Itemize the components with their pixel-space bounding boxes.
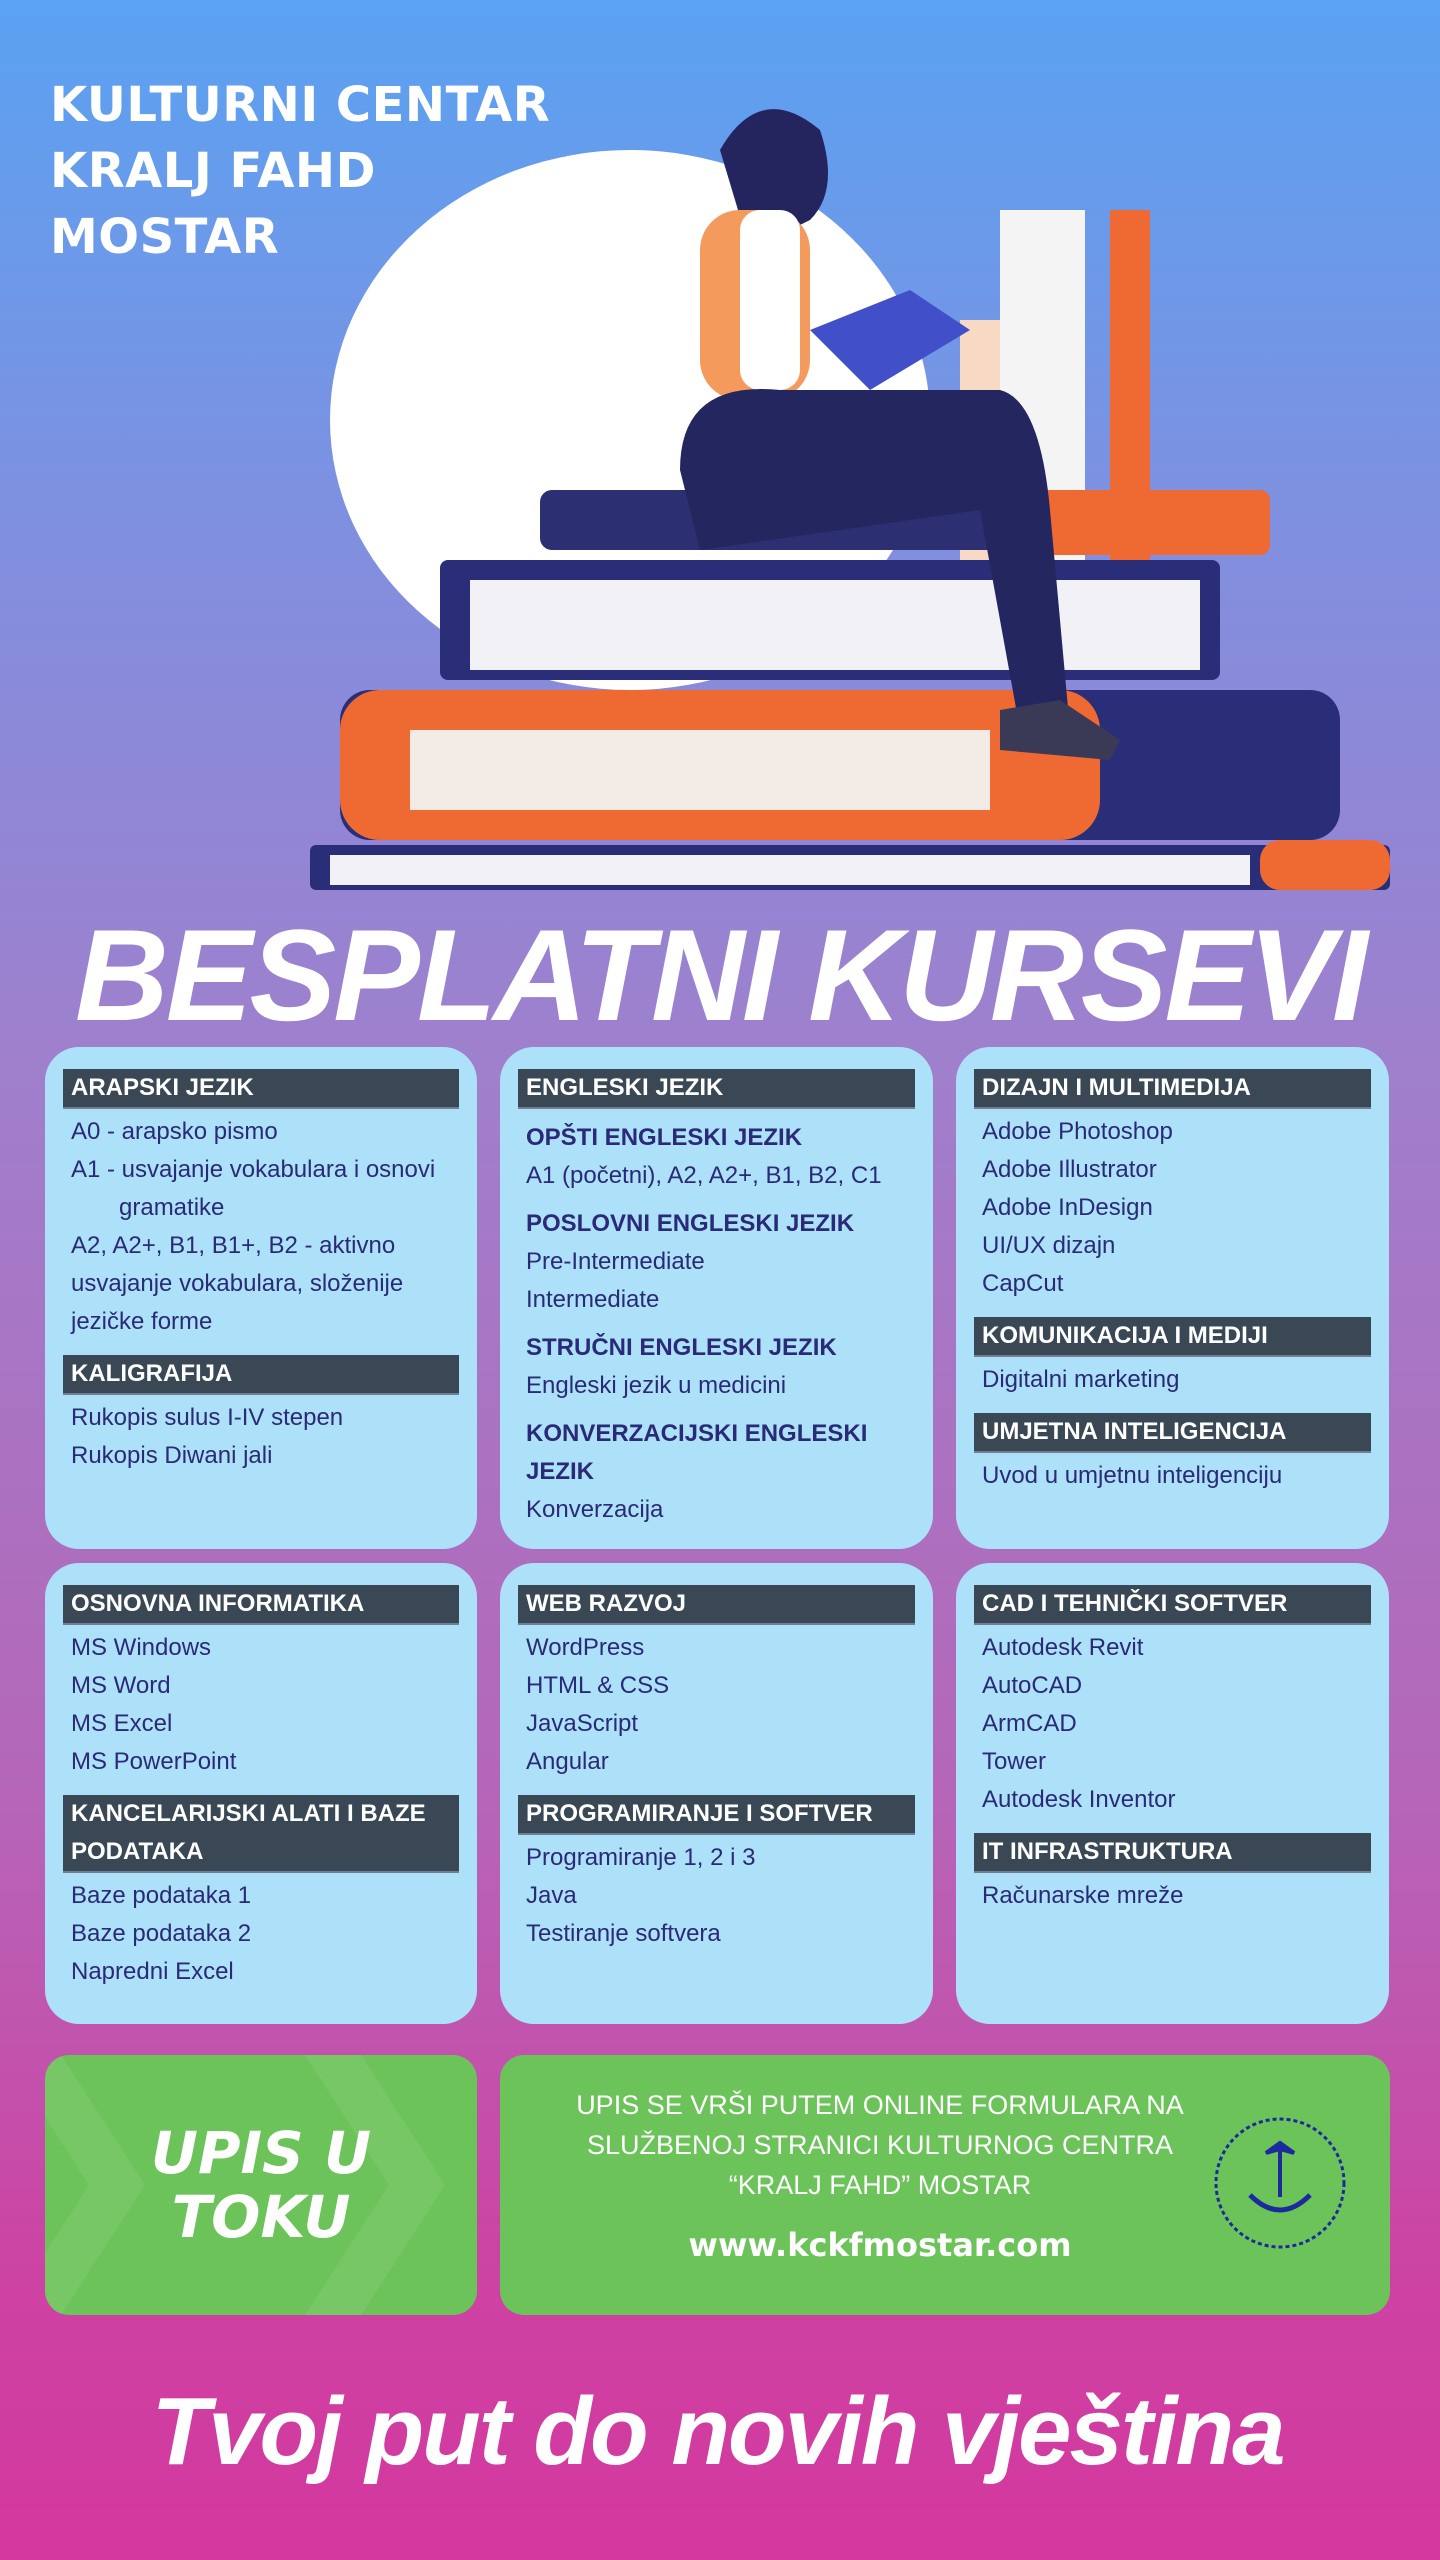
section-header: DIZAJN I MULTIMEDIJA: [974, 1069, 1371, 1109]
course-item[interactable]: Autodesk Inventor: [982, 1786, 1176, 1813]
course-item[interactable]: Java: [526, 1882, 577, 1909]
course-item[interactable]: Rukopis Diwani jali: [71, 1442, 273, 1469]
course-cards-grid: ARAPSKI JEZIK A0 - arapsko pismo A1 - usva…: [45, 1047, 1390, 2024]
course-card: DIZAJN I MULTIMEDIJA Adobe Photoshop Adobe…: [956, 1047, 1389, 1549]
course-item[interactable]: Adobe Photoshop: [982, 1118, 1173, 1145]
section-header: KALIGRAFIJA: [63, 1355, 459, 1395]
section-header: ENGLESKI JEZIK: [518, 1069, 915, 1109]
section-header: CAD I TEHNIČKI SOFTVER: [974, 1585, 1371, 1625]
info-line: UPIS SE VRŠI PUTEM ONLINE FORMULARA NA: [576, 2090, 1184, 2120]
course-item[interactable]: CapCut: [982, 1270, 1064, 1297]
course-item[interactable]: Napredni Excel: [71, 1958, 234, 1985]
section-header: IT INFRASTRUKTURA: [974, 1833, 1371, 1873]
reading-woman-books-illustration: [310, 109, 1390, 890]
course-section: ARAPSKI JEZIK A0 - arapsko pismo A1 - usva…: [63, 1069, 459, 1341]
section-header: KANCELARIJSKI ALATI I BAZE PODATAKA: [63, 1795, 459, 1873]
chevron-decoration: [45, 2055, 145, 2315]
course-section: CAD I TEHNIČKI SOFTVER Autodesk Revit Auto…: [974, 1585, 1371, 1819]
course-item[interactable]: Tower: [982, 1748, 1047, 1775]
hero-title-text: BESPLATNI KURSEVI: [74, 902, 1368, 1048]
course-item[interactable]: Autodesk Revit: [982, 1634, 1144, 1661]
info-line: “KRALJ FAHD” MOSTAR: [728, 2170, 1032, 2200]
brand-line: KULTURNI CENTAR: [50, 77, 551, 133]
course-section: ENGLESKI JEZIK OPŠTI ENGLESKI JEZIK A1 (po…: [518, 1069, 915, 1529]
course-item[interactable]: A1 (početni), A2, A2+, B1, B2, C1: [526, 1162, 882, 1189]
course-item[interactable]: WordPress: [526, 1634, 645, 1661]
course-item[interactable]: Programiranje 1, 2 i 3: [526, 1844, 756, 1871]
course-card: ENGLESKI JEZIK OPŠTI ENGLESKI JEZIK A1 (po…: [500, 1047, 933, 1549]
course-item[interactable]: ArmCAD: [982, 1710, 1077, 1737]
course-section: KANCELARIJSKI ALATI I BAZE PODATAKA Baze …: [63, 1795, 459, 1991]
enrollment-open-badge: UPIS U TOKU: [45, 2055, 477, 2315]
course-section: KALIGRAFIJA Rukopis sulus I-IV stepen Ruko…: [63, 1355, 459, 1475]
enrollment-row: UPIS U TOKU UPIS SE VRŠI PUTEM ONLINE FO…: [45, 2055, 1390, 2315]
brand-line: MOSTAR: [50, 209, 280, 265]
course-item[interactable]: Engleski jezik u medicini: [526, 1372, 787, 1399]
brand-line: KRALJ FAHD: [50, 143, 376, 199]
info-line: SLUŽBENOJ STRANICI KULTURNOG CENTRA: [586, 2130, 1174, 2160]
course-item[interactable]: A2, A2+, B1, B1+, B2 - aktivno usvajanje…: [71, 1232, 404, 1335]
section-header: WEB RAZVOJ: [518, 1585, 915, 1625]
section-header: ARAPSKI JEZIK: [63, 1069, 459, 1109]
course-item[interactable]: MS Word: [71, 1672, 171, 1699]
course-section: IT INFRASTRUKTURA Računarske mreže: [974, 1833, 1371, 1915]
course-item[interactable]: HTML & CSS: [526, 1672, 670, 1699]
section-header: UMJETNA INTELIGENCIJA: [974, 1413, 1371, 1453]
course-subheading: STRUČNI ENGLESKI JEZIK: [526, 1334, 837, 1361]
course-item[interactable]: UI/UX dizajn: [982, 1232, 1116, 1259]
course-item[interactable]: Baze podataka 2: [71, 1920, 252, 1947]
course-card: ARAPSKI JEZIK A0 - arapsko pismo A1 - usva…: [45, 1047, 477, 1549]
enrollment-open-text: UPIS U TOKU: [150, 2119, 372, 2251]
course-item[interactable]: Digitalni marketing: [982, 1366, 1180, 1393]
course-section: PROGRAMIRANJE I SOFTVER Programiranje 1, …: [518, 1795, 915, 1953]
course-card: CAD I TEHNIČKI SOFTVER Autodesk Revit Auto…: [956, 1563, 1389, 2024]
hero-title: BESPLATNI KURSEVI: [0, 905, 1440, 1045]
course-item[interactable]: JavaScript: [526, 1710, 639, 1737]
course-subheading: KONVERZACIJSKI ENGLESKI JEZIK: [526, 1420, 868, 1485]
enrollment-info-text: UPIS SE VRŠI PUTEM ONLINE FORMULARA NA S…: [520, 2085, 1240, 2205]
course-section: KOMUNIKACIJA I MEDIJI Digitalni marketing: [974, 1317, 1371, 1399]
course-subheading: OPŠTI ENGLESKI JEZIK: [526, 1124, 803, 1151]
course-item[interactable]: A1 - usvajanje vokabulara i osnovi grama…: [71, 1156, 436, 1221]
course-item[interactable]: Intermediate: [526, 1286, 660, 1313]
course-subheading: POSLOVNI ENGLESKI JEZIK: [526, 1210, 855, 1237]
course-card: WEB RAZVOJ WordPress HTML & CSS JavaScript A…: [500, 1563, 933, 2024]
course-section: DIZAJN I MULTIMEDIJA Adobe Photoshop Adobe…: [974, 1069, 1371, 1303]
course-item[interactable]: Adobe Illustrator: [982, 1156, 1157, 1183]
course-item[interactable]: Konverzacija: [526, 1496, 664, 1523]
section-header: PROGRAMIRANJE I SOFTVER: [518, 1795, 915, 1835]
tagline-text: Tvoj put do novih vještina: [151, 2378, 1285, 2485]
website-link[interactable]: www.kckfmostar.com: [688, 2226, 1072, 2264]
course-item[interactable]: Testiranje softvera: [526, 1920, 721, 1947]
course-section: OSNOVNA INFORMATIKA MS Windows MS Word MS E…: [63, 1585, 459, 1781]
course-item[interactable]: MS PowerPoint: [71, 1748, 237, 1775]
course-item[interactable]: AutoCAD: [982, 1672, 1083, 1699]
tagline: Tvoj put do novih vještina: [45, 2377, 1390, 2487]
section-header: KOMUNIKACIJA I MEDIJI: [974, 1317, 1371, 1357]
course-item[interactable]: Uvod u umjetnu inteligenciju: [982, 1462, 1283, 1489]
enrollment-info-panel: UPIS SE VRŠI PUTEM ONLINE FORMULARA NA S…: [500, 2055, 1390, 2315]
section-header: OSNOVNA INFORMATIKA: [63, 1585, 459, 1625]
course-item[interactable]: A0 - arapsko pismo: [71, 1118, 278, 1145]
course-item[interactable]: Računarske mreže: [982, 1882, 1184, 1909]
course-section: UMJETNA INTELIGENCIJA Uvod u umjetnu inte…: [974, 1413, 1371, 1495]
brand-title: KULTURNI CENTAR KRALJ FAHD MOSTAR: [50, 72, 550, 270]
lower-content: ARAPSKI JEZIK A0 - arapsko pismo A1 - usva…: [45, 1047, 1390, 2487]
course-item[interactable]: MS Excel: [71, 1710, 173, 1737]
course-item[interactable]: Angular: [526, 1748, 609, 1775]
saudi-emblem-seal-icon: [1214, 2117, 1346, 2249]
course-item[interactable]: Adobe InDesign: [982, 1194, 1153, 1221]
course-section: WEB RAZVOJ WordPress HTML & CSS JavaScript A…: [518, 1585, 915, 1781]
course-item[interactable]: Pre-Intermediate: [526, 1248, 705, 1275]
course-item[interactable]: MS Windows: [71, 1634, 212, 1661]
course-item[interactable]: Rukopis sulus I-IV stepen: [71, 1404, 344, 1431]
course-item[interactable]: Baze podataka 1: [71, 1882, 252, 1909]
course-card: OSNOVNA INFORMATIKA MS Windows MS Word MS E…: [45, 1563, 477, 2024]
